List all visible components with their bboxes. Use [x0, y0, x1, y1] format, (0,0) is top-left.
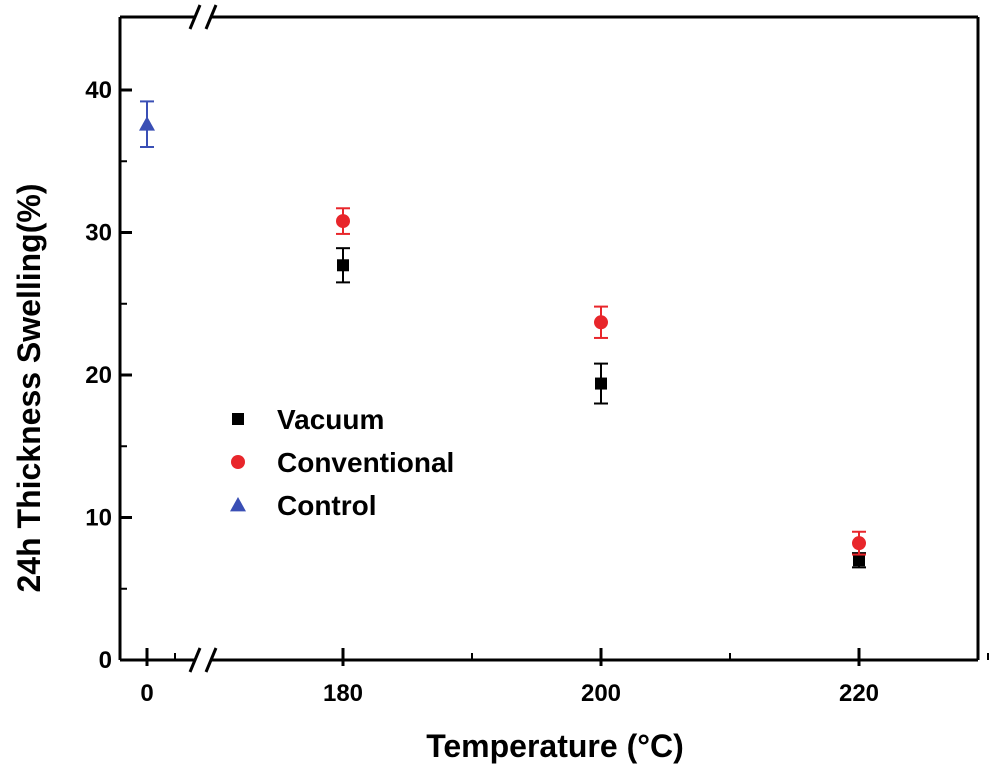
- axis-break-mark: [188, 4, 202, 30]
- plot-frame: [118, 4, 980, 673]
- data-point-conventional: [852, 536, 866, 551]
- data-point-vacuum: [337, 259, 349, 272]
- legend-label-vacuum: Vacuum: [277, 404, 384, 435]
- y-axis-title: 24h Thickness Swelling(%): [11, 184, 47, 593]
- legend-label-conventional: Conventional: [277, 447, 454, 478]
- data-point-conventional: [594, 315, 608, 330]
- series-conventional: [336, 207, 866, 556]
- axis-ticks: [120, 88, 989, 666]
- data-point-vacuum: [853, 554, 865, 567]
- x-tick-label: 0: [140, 680, 153, 707]
- legend-marker-conventional: [231, 455, 245, 469]
- x-tick-label: 180: [323, 680, 363, 707]
- data-point-conventional: [336, 214, 350, 229]
- y-tick-label: 40: [85, 77, 112, 104]
- legend-label-control: Control: [277, 490, 377, 521]
- y-tick-label: 20: [85, 362, 112, 389]
- axis-break-mark: [188, 647, 202, 673]
- legend: Vacuum Conventional Control: [230, 404, 454, 521]
- axis-break-mark: [204, 647, 218, 673]
- y-tick-label: 30: [85, 220, 112, 247]
- series-control: [139, 100, 155, 148]
- x-tick-label: 220: [839, 680, 879, 707]
- legend-marker-vacuum: [232, 413, 244, 425]
- axis-break-mark: [204, 4, 218, 30]
- data-point-vacuum: [595, 377, 607, 390]
- y-tick-label: 0: [99, 647, 112, 674]
- axis-tick-labels: 0 10 20 30 40 0 180 200 220: [85, 77, 879, 707]
- y-tick-label: 10: [85, 505, 112, 532]
- x-tick-label: 200: [581, 680, 621, 707]
- data-points: [139, 100, 866, 569]
- x-axis-title: Temperature (°C): [426, 728, 684, 764]
- data-point-control: [139, 116, 155, 131]
- series-vacuum: [336, 247, 866, 569]
- legend-marker-control: [230, 497, 246, 512]
